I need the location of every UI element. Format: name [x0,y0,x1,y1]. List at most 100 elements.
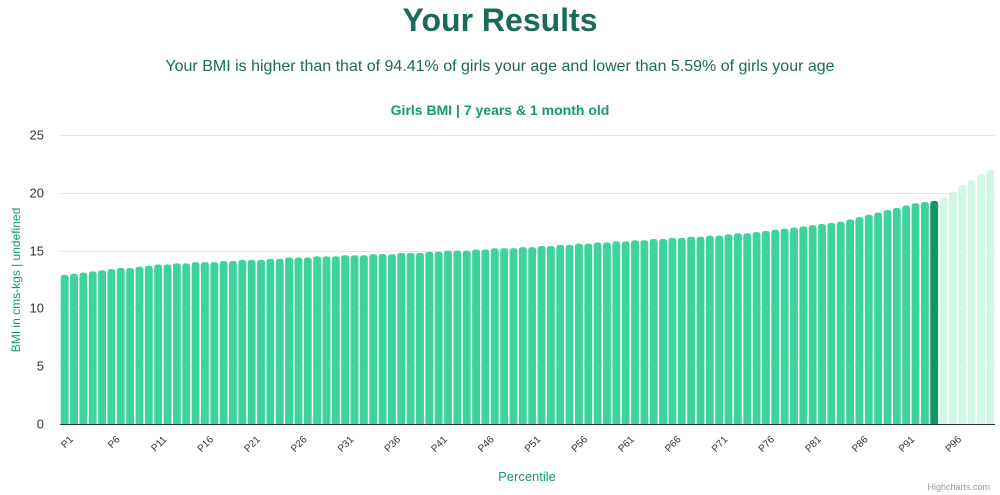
bar-P76[interactable] [761,230,770,424]
bar-P95[interactable] [939,197,948,424]
bar-P82[interactable] [818,224,826,424]
bar-P7[interactable] [116,267,125,424]
bar-P83[interactable] [827,222,836,424]
bar-P42[interactable] [444,250,452,424]
bar-P65[interactable] [659,239,668,424]
bar-P79[interactable] [790,227,798,424]
bar-P34[interactable] [369,254,378,424]
bar-P88[interactable] [874,212,883,424]
bar-P15[interactable] [191,262,200,424]
bar-P92[interactable] [911,203,920,424]
bar-P5[interactable] [98,270,107,424]
bar-P61[interactable] [621,241,630,424]
bar-P45[interactable] [472,249,481,424]
bar-P52[interactable] [537,245,546,424]
bar-P60[interactable] [612,241,621,424]
bar-P96[interactable] [948,191,957,424]
bar-P87[interactable] [864,214,873,424]
bar-P23[interactable] [266,258,275,424]
bar-P91[interactable] [902,205,911,424]
bar-P26[interactable] [294,257,303,424]
bar-P51[interactable] [528,247,537,424]
bar-P58[interactable] [593,242,602,424]
bar-P16[interactable] [200,262,209,424]
bar-P1[interactable] [60,274,69,424]
bar-P21[interactable] [247,259,256,424]
bar-P43[interactable] [453,250,462,424]
bar-P84[interactable] [836,221,845,424]
bar-P28[interactable] [313,256,322,424]
bar-P75[interactable] [752,232,761,424]
bar-P59[interactable] [603,242,611,424]
bar-P25[interactable] [285,257,294,424]
bar-P18[interactable] [219,261,228,424]
bar-P39[interactable] [416,252,424,424]
bar-P4[interactable] [88,271,97,424]
bar-P56[interactable] [574,243,583,424]
bar-P20[interactable] [238,259,247,424]
bar-P38[interactable] [406,252,415,424]
bar-P62[interactable] [631,240,639,424]
bar-P93[interactable] [920,202,929,424]
bar-P97[interactable] [958,184,967,424]
bar-P22[interactable] [257,259,265,424]
bar-P100[interactable] [986,169,995,424]
bar-P29[interactable] [322,256,331,424]
bar-P10[interactable] [144,265,153,424]
bar-P44[interactable] [462,250,471,424]
bar-P9[interactable] [135,266,144,424]
bar-P47[interactable] [490,248,499,424]
bar-P36[interactable] [387,254,396,424]
bar-P69[interactable] [696,236,705,424]
bar-P78[interactable] [780,228,789,424]
bar-P14[interactable] [182,263,191,424]
bar-P2[interactable] [70,273,78,424]
bar-P89[interactable] [883,210,892,424]
bar-P31[interactable] [341,255,350,424]
bar-P32[interactable] [350,255,359,424]
bar-P11[interactable] [154,264,163,424]
bar-P37[interactable] [397,252,406,424]
bar-P86[interactable] [855,217,864,424]
bar-P33[interactable] [359,255,368,424]
bar-P35[interactable] [378,254,387,424]
bar-P30[interactable] [331,256,340,424]
bar-P19[interactable] [229,261,237,424]
bar-P54[interactable] [556,244,565,424]
bar-P6[interactable] [107,269,116,424]
bar-P80[interactable] [799,226,808,424]
bar-P74[interactable] [743,233,752,424]
bar-P72[interactable] [724,234,733,424]
bar-P13[interactable] [172,263,181,424]
bar-P46[interactable] [481,249,490,424]
bar-P90[interactable] [892,207,901,424]
bar-P66[interactable] [668,237,677,424]
bar-P48[interactable] [500,248,509,424]
bar-P70[interactable] [705,235,714,424]
bar-P73[interactable] [733,233,742,424]
bar-P99[interactable] [977,174,985,424]
bar-P17[interactable] [210,262,219,424]
bar-P63[interactable] [640,240,649,424]
bar-P71[interactable] [715,235,724,424]
bar-P8[interactable] [126,267,135,424]
bar-P12[interactable] [163,264,172,424]
bar-P55[interactable] [565,244,574,424]
bar-P85[interactable] [846,219,855,424]
bar-P50[interactable] [518,247,527,424]
bar-P49[interactable] [509,248,518,424]
bar-P77[interactable] [771,229,780,424]
bar-P27[interactable] [303,257,312,424]
bar-P24[interactable] [275,258,284,424]
bar-P3[interactable] [79,272,88,424]
highcharts-credits[interactable]: Highcharts.com [927,482,990,492]
bar-P98[interactable] [967,180,976,424]
bar-P41[interactable] [434,251,443,424]
bar-P67[interactable] [677,237,686,424]
bar-P64[interactable] [649,239,658,424]
bar-P68[interactable] [687,236,696,424]
bar-P57[interactable] [584,243,593,424]
bar-P53[interactable] [546,245,555,424]
bar-P40[interactable] [425,251,434,424]
bar-P81[interactable] [808,225,817,424]
